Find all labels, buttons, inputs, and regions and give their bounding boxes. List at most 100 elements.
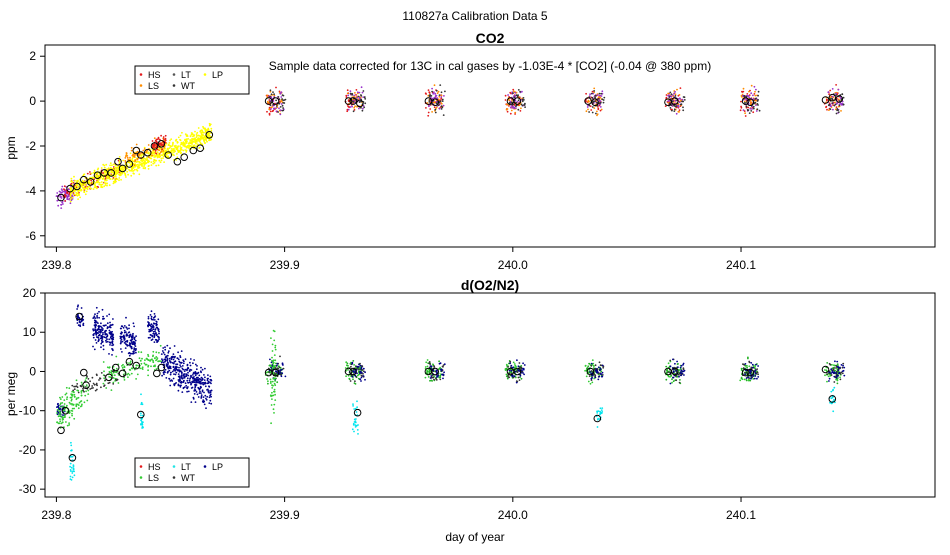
o2n2-data-point (92, 382, 95, 385)
co2-data-point (589, 93, 591, 96)
co2-data-point (506, 110, 509, 113)
co2-data-point (440, 97, 443, 100)
o2n2-data-point (678, 369, 680, 372)
o2n2-data-point (171, 370, 174, 373)
co2-data-point (69, 200, 72, 203)
co2-data-point (104, 182, 107, 185)
co2-data-point (105, 163, 108, 166)
co2-data-point (205, 139, 208, 142)
co2-data-point (269, 89, 272, 92)
o2n2-data-point (203, 374, 205, 376)
co2-data-point (100, 181, 103, 183)
o2n2-data-point (193, 378, 196, 380)
co2-data-point (170, 148, 173, 150)
o2n2-data-point (672, 380, 675, 383)
co2-data-point (182, 149, 185, 152)
o2n2-data-point (274, 346, 277, 349)
o2n2-data-point (104, 332, 107, 335)
co2-data-point (440, 94, 443, 97)
o2n2-data-point (830, 374, 833, 376)
co2-data-point (757, 94, 759, 97)
o2n2-data-point (99, 337, 102, 340)
o2n2-data-point (108, 353, 110, 355)
o2n2-data-point (77, 304, 79, 307)
co2-data-point (164, 139, 167, 142)
o2n2-data-point (665, 372, 668, 374)
o2n2-data-point (108, 313, 111, 316)
o2n2-data-point (143, 362, 146, 365)
o2n2-data-point (64, 416, 66, 418)
o2n2-data-point (359, 364, 362, 367)
o2n2-data-point (151, 338, 154, 341)
o2n2-data-point (665, 365, 668, 368)
o2n2-data-point (174, 367, 177, 370)
o2n2-data-point (128, 327, 130, 330)
co2-data-point (199, 138, 202, 141)
o2n2-data-point (831, 371, 834, 374)
o2n2-data-point (347, 369, 349, 371)
o2n2-data-point (128, 368, 131, 371)
o2n2-mean-marker (746, 368, 755, 377)
o2n2-data-point (150, 365, 152, 368)
co2-y-tick-label: -2 (25, 139, 36, 153)
o2n2-data-point (97, 322, 99, 324)
o2n2-data-point (141, 366, 144, 369)
co2-data-point (189, 139, 192, 141)
co2-data-point (201, 134, 204, 136)
o2n2-data-point (667, 371, 669, 374)
o2n2-data-point (352, 405, 354, 407)
co2-data-point (190, 133, 193, 136)
o2n2-data-point (61, 419, 64, 421)
o2n2-data-point (68, 387, 71, 390)
o2n2-data-point (107, 382, 110, 385)
co2-mean-marker (746, 98, 755, 106)
o2n2-data-point (78, 321, 81, 323)
o2n2-data-point (828, 380, 830, 382)
co2-data-point (438, 98, 440, 101)
co2-points (55, 84, 845, 210)
o2n2-data-point (177, 358, 180, 361)
o2n2-data-point (194, 363, 197, 366)
o2n2-data-point (106, 338, 108, 341)
o2n2-data-point (751, 363, 754, 366)
co2-data-point (202, 137, 205, 140)
o2n2-data-point (130, 339, 133, 342)
o2n2-data-point (351, 362, 354, 365)
o2n2-data-point (424, 376, 427, 379)
co2-data-point (439, 100, 442, 103)
co2-data-point (590, 109, 593, 111)
o2n2-data-point (96, 312, 99, 315)
o2n2-data-point (106, 334, 109, 336)
co2-data-point (204, 138, 207, 140)
o2n2-data-point (364, 378, 366, 381)
o2n2-data-point (128, 324, 131, 327)
o2n2-data-point (94, 326, 97, 329)
o2n2-data-point (192, 372, 195, 375)
o2n2-data-point (184, 368, 187, 371)
o2n2-data-point (128, 374, 131, 376)
co2-data-point (132, 160, 135, 163)
co2-data-point (434, 96, 437, 99)
o2n2-data-point (830, 390, 833, 393)
o2n2-data-point (673, 371, 675, 373)
co2-data-point (280, 100, 283, 102)
o2n2-data-point (94, 321, 97, 323)
o2n2-y-tick-label: 20 (23, 286, 37, 300)
o2n2-data-point (360, 366, 363, 369)
co2-data-point (269, 95, 271, 98)
o2n2-data-point (154, 357, 156, 359)
co2-data-point (209, 124, 211, 127)
o2n2-data-point (362, 370, 365, 373)
o2n2-data-point (756, 371, 759, 374)
o2n2-data-point (193, 381, 196, 384)
co2-data-point (275, 99, 277, 102)
o2n2-data-point (95, 336, 98, 338)
co2-data-point (162, 157, 164, 160)
o2n2-data-point (352, 403, 354, 405)
co2-data-point (189, 135, 192, 138)
co2-mean-marker (591, 98, 599, 106)
co2-data-point (183, 143, 186, 146)
o2n2-data-point (520, 377, 523, 380)
o2n2-data-point (167, 350, 170, 353)
co2-data-point (71, 196, 74, 199)
